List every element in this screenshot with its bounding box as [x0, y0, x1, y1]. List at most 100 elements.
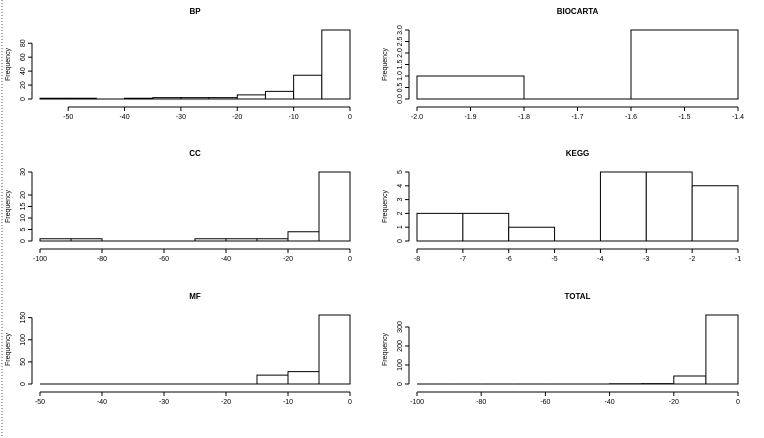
- y-tick-label: 80: [20, 39, 27, 47]
- y-tick-label: 4: [397, 184, 404, 188]
- chart-title: TOTAL: [565, 292, 591, 301]
- y-tick-label: 0: [397, 382, 404, 386]
- x-tick-label: -2: [689, 256, 695, 263]
- y-tick-label: 2.0: [397, 48, 404, 58]
- x-tick-label: -50: [63, 114, 73, 121]
- y-tick-label: 0: [20, 239, 27, 243]
- y-tick-label: 20: [20, 81, 27, 89]
- histogram-bar: [67, 97, 97, 100]
- x-tick-label: -8: [414, 256, 420, 263]
- x-tick-label: -30: [176, 114, 186, 121]
- y-axis-label: Frequency: [5, 332, 12, 366]
- y-axis-label: Frequency: [5, 189, 12, 223]
- histogram-bar: [256, 374, 289, 385]
- histogram-bar: [208, 97, 238, 100]
- y-tick-label: 3: [397, 198, 404, 202]
- y-tick-label: 2.5: [397, 37, 404, 47]
- y-tick-label: 40: [20, 67, 27, 75]
- x-tick-label: -10: [283, 399, 293, 406]
- histogram-bar: [318, 171, 351, 242]
- x-tick-label: -20: [232, 114, 242, 121]
- y-tick-label: 1: [397, 225, 404, 229]
- histogram-bar: [321, 29, 351, 100]
- x-tick-label: 0: [348, 114, 352, 121]
- histogram-bar: [599, 171, 647, 242]
- x-tick-label: -100: [33, 256, 47, 263]
- histogram-bar: [293, 74, 323, 100]
- y-tick-label: 0: [20, 382, 27, 386]
- x-tick-label: -4: [597, 256, 603, 263]
- y-tick-label: 1.5: [397, 60, 404, 70]
- y-tick-label: 15: [20, 203, 27, 211]
- chart-title: BP: [189, 7, 201, 16]
- y-tick-label: 0: [397, 239, 404, 243]
- x-tick-label: -20: [283, 256, 293, 263]
- x-tick-label: 0: [348, 256, 352, 263]
- histogram-bar: [416, 212, 464, 242]
- chart-title: CC: [189, 149, 201, 158]
- x-tick-label: -10: [289, 114, 299, 121]
- y-tick-label: 100: [20, 334, 27, 346]
- y-tick-label: 1.0: [397, 71, 404, 81]
- x-tick-label: -40: [605, 399, 615, 406]
- x-tick-label: -20: [669, 399, 679, 406]
- x-tick-label: -60: [159, 256, 169, 263]
- x-tick-label: -1.6: [625, 114, 637, 121]
- x-tick-label: -100: [410, 399, 424, 406]
- y-tick-label: 200: [397, 340, 404, 352]
- histogram-bar: [630, 29, 739, 100]
- histogram-bar: [508, 226, 556, 242]
- x-tick-label: -30: [159, 399, 169, 406]
- y-tick-label: 150: [20, 312, 27, 324]
- x-tick-label: -50: [35, 399, 45, 406]
- x-tick-label: 0: [736, 399, 740, 406]
- y-axis-label: Frequency: [5, 47, 12, 81]
- histogram-bar: [39, 97, 69, 100]
- histogram-bar: [705, 314, 739, 385]
- x-tick-label: -1.9: [464, 114, 476, 121]
- histogram-bar: [691, 185, 739, 242]
- histogram-bar: [152, 97, 182, 100]
- x-tick-label: -1.5: [678, 114, 690, 121]
- x-tick-label: -6: [506, 256, 512, 263]
- x-tick-label: -20: [221, 399, 231, 406]
- x-tick-label: -1.7: [571, 114, 583, 121]
- histogram-bar: [39, 238, 72, 242]
- histogram-bar: [264, 90, 295, 100]
- histogram-bar: [462, 212, 510, 242]
- y-tick-label: 60: [20, 53, 27, 61]
- chart-title: MF: [189, 292, 201, 301]
- x-tick-label: -1: [735, 256, 741, 263]
- x-tick-label: -40: [221, 256, 231, 263]
- chart-title: KEGG: [566, 149, 590, 158]
- x-tick-label: -80: [476, 399, 486, 406]
- y-tick-label: 0: [20, 97, 27, 101]
- histogram-bar: [256, 238, 289, 242]
- x-tick-label: -3: [643, 256, 649, 263]
- x-tick-label: -80: [97, 256, 107, 263]
- y-tick-label: 50: [20, 358, 27, 366]
- y-tick-label: 100: [397, 359, 404, 371]
- histogram-bar: [180, 97, 210, 100]
- histogram-bar: [287, 231, 320, 242]
- x-tick-label: -60: [540, 399, 550, 406]
- y-tick-label: 0.5: [397, 83, 404, 93]
- histogram-bar: [673, 375, 707, 385]
- y-tick-label: 5: [397, 170, 404, 174]
- x-tick-label: -40: [119, 114, 129, 121]
- y-tick-label: 0.0: [397, 94, 404, 104]
- x-tick-label: -7: [460, 256, 466, 263]
- y-tick-label: 10: [20, 214, 27, 222]
- y-tick-label: 3.0: [397, 25, 404, 35]
- y-axis-label: Frequency: [382, 189, 389, 223]
- y-tick-label: 20: [20, 191, 27, 199]
- histogram-bar: [70, 238, 103, 242]
- histogram-bar: [287, 371, 320, 385]
- histogram-bar: [124, 97, 154, 100]
- x-tick-label: 0: [348, 399, 352, 406]
- x-tick-label: -1.4: [732, 114, 744, 121]
- histogram-bar: [645, 171, 693, 242]
- histogram-bar: [318, 314, 351, 385]
- chart-title: BIOCARTA: [557, 7, 599, 16]
